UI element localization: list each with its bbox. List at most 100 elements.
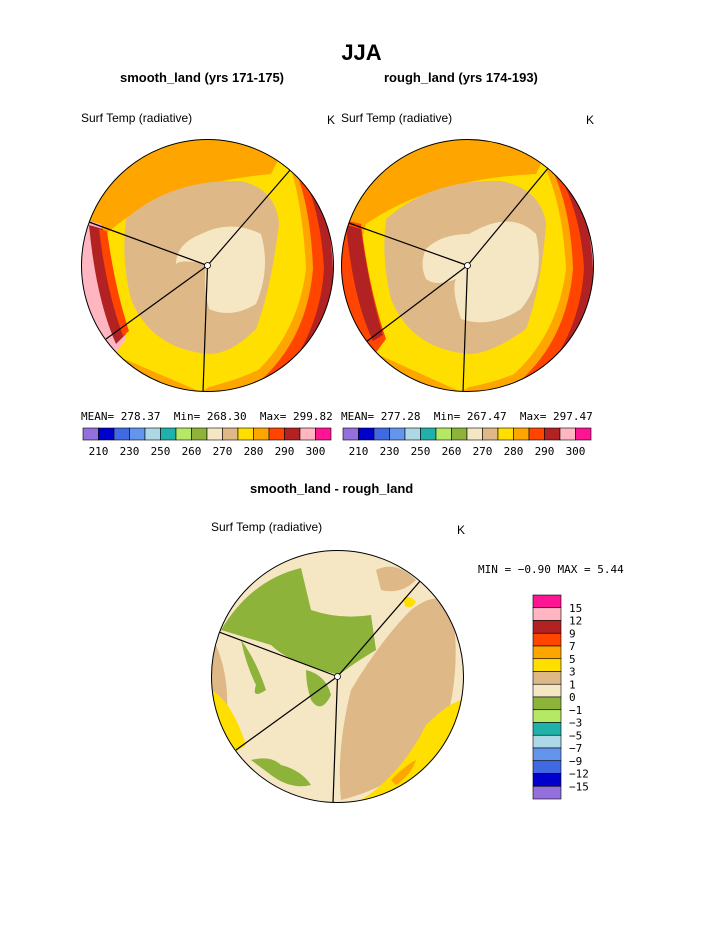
colorbar-tick-diff-14: −15 xyxy=(569,780,589,793)
cut-line-s-diff xyxy=(332,676,339,803)
band-295w-rough xyxy=(346,225,383,341)
colorbar-tick-smooth-5: 280 xyxy=(244,445,264,458)
colorbar-smooth: 210 230 250 260 270 280 290 300 xyxy=(82,427,332,458)
colorbar-cell-rough-2 xyxy=(373,427,390,441)
cut-line-ne-smooth xyxy=(207,168,292,266)
colorbar-cell-rough-0 xyxy=(342,427,359,441)
pole-marker-rough xyxy=(464,262,471,269)
colorbar-tick-rough-1: 230 xyxy=(380,445,400,458)
polar-map-rough xyxy=(341,139,594,392)
mean-label-smooth: MEAN= xyxy=(81,410,115,423)
colorbar-cell-smooth-3 xyxy=(129,427,146,441)
region-3to5-west-diff xyxy=(211,690,246,755)
panel-title-rough: rough_land (yrs 174-193) xyxy=(384,70,538,85)
colorbar-cell-smooth-6 xyxy=(175,427,192,441)
colorbar-cell-rough-8 xyxy=(466,427,483,441)
colorbar-tick-diff-1: 12 xyxy=(569,615,582,628)
region-neg1-south-diff xyxy=(251,758,311,787)
region-1to3-north-diff xyxy=(376,566,416,592)
stats-line-diff: MIN = −0.90 MAX = 5.44 xyxy=(478,563,624,576)
colorbar-cell-rough-15 xyxy=(575,427,592,441)
colorbar-cell-smooth-4 xyxy=(144,427,161,441)
colorbar-cell-rough-11 xyxy=(513,427,530,441)
colorbar-cell-smooth-0 xyxy=(82,427,99,441)
colorbar-cell-rough-12 xyxy=(528,427,545,441)
colorbar-cell-diff-11 xyxy=(532,734,562,749)
cut-line-w-smooth xyxy=(88,221,208,267)
colorbar-cell-diff-5 xyxy=(532,658,562,672)
colorbar-cell-diff-8 xyxy=(532,696,562,711)
colorbar-cell-smooth-7 xyxy=(191,427,208,441)
stats-line-smooth: MEAN= 278.37 Min= 268.30 Max= 299.82 xyxy=(81,410,333,423)
colorbar-cell-smooth-15 xyxy=(315,427,332,441)
mean-value-smooth: 278.37 xyxy=(120,410,161,423)
region-3to5-ne-diff xyxy=(403,597,416,608)
colorbar-tick-smooth-0: 210 xyxy=(89,445,109,458)
mean-label-rough: MEAN= xyxy=(341,410,375,423)
pole-marker-smooth xyxy=(204,262,211,269)
cut-line-sw-rough xyxy=(365,265,468,343)
band-290w-smooth xyxy=(99,229,129,336)
colorbar-cell-smooth-2 xyxy=(113,427,130,441)
cut-line-ne-diff xyxy=(337,579,422,677)
min-label-smooth: Min= xyxy=(173,410,201,423)
max-label-rough: Max= xyxy=(519,410,547,423)
colorbar-cell-diff-12 xyxy=(532,747,562,762)
colorbar-tick-diff-3: 7 xyxy=(569,640,576,653)
polar-map-smooth xyxy=(81,139,334,392)
cut-line-sw-smooth xyxy=(105,265,208,340)
units-label-smooth: K xyxy=(327,113,336,127)
colorbar-tick-diff-7: 0 xyxy=(569,691,576,704)
stats-line-rough: MEAN= 277.28 Min= 267.47 Max= 297.47 xyxy=(341,410,593,423)
cut-line-sw-diff xyxy=(235,676,338,751)
colorbar-tick-diff-5: 3 xyxy=(569,666,576,679)
colorbar-cell-smooth-10 xyxy=(237,427,254,441)
colorbar-cell-rough-9 xyxy=(482,427,499,441)
cut-line-w-rough xyxy=(345,221,468,267)
min-value-rough: 267.47 xyxy=(466,410,507,423)
colorbar-cell-smooth-8 xyxy=(206,427,223,441)
field-label-diff: Surf Temp (radiative) xyxy=(211,520,323,534)
colorbar-tick-diff-0: 15 xyxy=(569,602,582,615)
colorbar-tick-diff-11: −7 xyxy=(569,742,582,755)
colorbar-cell-rough-14 xyxy=(559,427,576,441)
band-270-smooth xyxy=(176,226,265,313)
colorbar-cell-smooth-1 xyxy=(98,427,115,441)
colorbar-cell-rough-5 xyxy=(420,427,437,441)
colorbar-tick-rough-0: 210 xyxy=(349,445,369,458)
colorbar-cell-rough-6 xyxy=(435,427,452,441)
colorbar-tick-smooth-6: 290 xyxy=(275,445,295,458)
map-border-diff xyxy=(211,550,464,803)
colorbar-cell-rough-3 xyxy=(389,427,406,441)
colorbar-tick-smooth-7: 300 xyxy=(306,445,326,458)
colorbar-cell-diff-0 xyxy=(532,594,562,609)
colorbar-tick-diff-2: 9 xyxy=(569,627,576,640)
map-border-smooth xyxy=(81,139,334,392)
colorbar-cell-diff-14 xyxy=(532,773,562,787)
colorbar-cell-smooth-14 xyxy=(299,427,316,441)
cut-line-w-diff xyxy=(218,631,338,678)
colorbar-cell-smooth-11 xyxy=(253,427,270,441)
colorbar-tick-smooth-2: 250 xyxy=(151,445,171,458)
region-neg1-west-diff xyxy=(241,640,266,694)
colorbar-tick-rough-2: 250 xyxy=(411,445,431,458)
colorbar-cell-diff-9 xyxy=(532,709,562,723)
panel-title-diff: smooth_land - rough_land xyxy=(250,481,414,496)
region-neg1-center-diff xyxy=(306,670,331,707)
figure-title: JJA xyxy=(341,40,382,65)
colorbar-cell-rough-10 xyxy=(497,427,514,441)
map-border-rough xyxy=(341,139,594,392)
colorbar-tick-rough-3: 260 xyxy=(442,445,462,458)
max-label-smooth: Max= xyxy=(259,410,287,423)
colorbar-cell-smooth-12 xyxy=(268,427,285,441)
colorbar-cell-smooth-13 xyxy=(284,427,301,441)
colorbar-tick-smooth-4: 270 xyxy=(213,445,233,458)
colorbar-tick-rough-5: 280 xyxy=(504,445,524,458)
field-label-rough: Surf Temp (radiative) xyxy=(341,111,453,125)
colorbar-rough: 210 230 250 260 270 280 290 300 xyxy=(342,427,592,458)
cut-line-s-rough xyxy=(462,265,469,392)
colorbar-tick-diff-10: −5 xyxy=(569,729,582,742)
colorbar-tick-smooth-3: 260 xyxy=(182,445,202,458)
colorbar-tick-rough-6: 290 xyxy=(535,445,555,458)
